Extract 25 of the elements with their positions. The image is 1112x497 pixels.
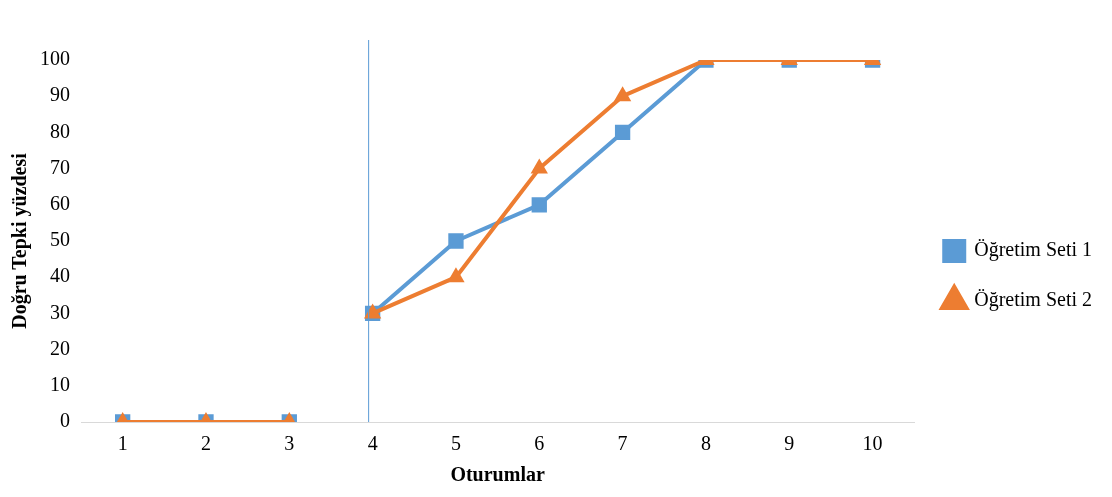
y-tick-label: 90 bbox=[50, 83, 70, 106]
y-tick-label: 0 bbox=[60, 409, 70, 432]
x-tick-label: 3 bbox=[284, 432, 295, 455]
x-tick-label: 4 bbox=[367, 432, 378, 455]
y-tick-label: 80 bbox=[50, 119, 70, 142]
y-tick-label: 40 bbox=[50, 264, 70, 287]
legend-label: Öğretim Seti 1 bbox=[974, 238, 1092, 262]
x-tick-label: 9 bbox=[784, 432, 795, 455]
x-tick-label: 10 bbox=[862, 432, 883, 455]
legend-label: Öğretim Seti 2 bbox=[974, 288, 1092, 312]
y-tick-label: 70 bbox=[50, 155, 70, 178]
y-tick-label: 20 bbox=[50, 336, 70, 359]
x-tick-label: 5 bbox=[450, 432, 461, 455]
y-tick-label: 50 bbox=[50, 228, 70, 251]
x-tick-label: 6 bbox=[534, 432, 545, 455]
y-axis-title: Doğru Tepki yüzdesi bbox=[8, 152, 32, 329]
x-tick-label: 8 bbox=[700, 432, 711, 455]
x-tick-label: 2 bbox=[200, 432, 211, 455]
x-axis-title: Oturumlar bbox=[450, 463, 545, 486]
y-tick-label: 60 bbox=[50, 192, 70, 215]
x-tick-label: 1 bbox=[117, 432, 128, 455]
y-tick-label: 30 bbox=[50, 300, 70, 323]
x-tick-label: 7 bbox=[617, 432, 628, 455]
y-tick-label: 100 bbox=[40, 47, 70, 70]
y-tick-label: 10 bbox=[50, 373, 70, 396]
